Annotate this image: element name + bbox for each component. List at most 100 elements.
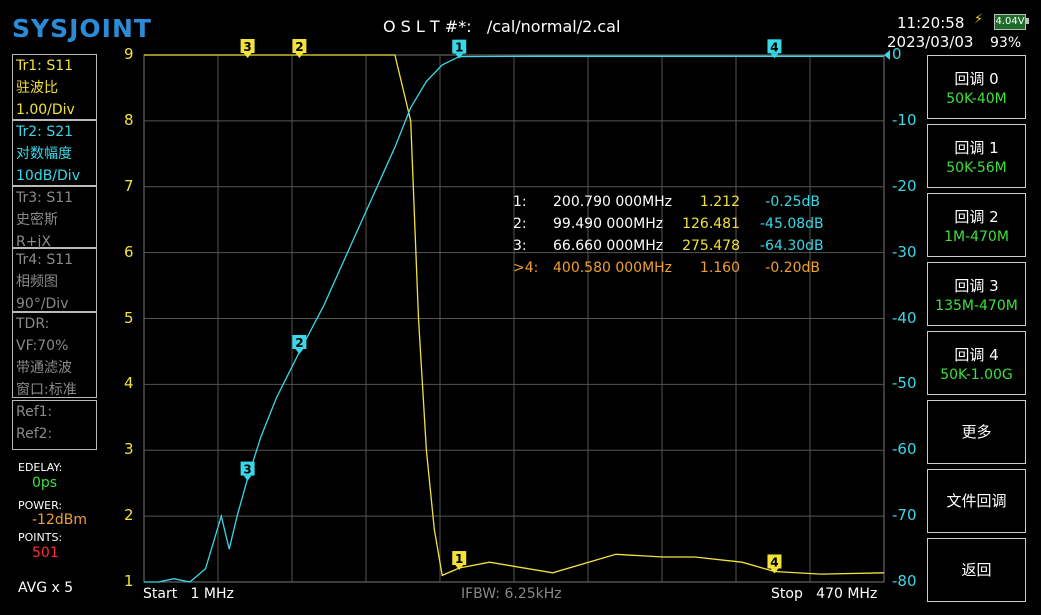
ref-level-arrow (884, 50, 890, 60)
left-tick-label: 6 (124, 242, 134, 261)
ref-box[interactable]: Ref1: Ref2: (12, 400, 97, 450)
marker-2-s21-pointer (295, 348, 304, 354)
right-tick-label: 0 (892, 45, 902, 63)
marker-4-s11-flag (767, 554, 782, 569)
trace-1-scale: 1.00/Div (16, 102, 75, 118)
marker-readout-swr: 1.160 (699, 260, 740, 276)
marker-3-s11[interactable]: 3 (240, 39, 255, 58)
marker-readout-idx: 3: (513, 238, 527, 254)
trace-4-format: 相频图 (16, 274, 58, 290)
marker-1-s11-label: 1 (455, 552, 463, 566)
marker-1-s11-flag (452, 551, 467, 566)
marker-1-s21[interactable]: 1 (452, 39, 467, 59)
recall-4-label: 回调 4 (954, 346, 999, 364)
left-tick-label: 1 (124, 572, 134, 590)
trace-line-2 (144, 55, 884, 583)
trace-3-id: Tr3: S11 (16, 190, 74, 206)
marker-3-s21-flag (240, 461, 255, 476)
tdr-window: 窗口:标准 (16, 382, 77, 398)
marker-readout-freq: 66.660 000MHz (553, 238, 664, 254)
battery-icon: 4.04V (994, 14, 1026, 30)
marker-2-s11-flag (292, 39, 307, 53)
trace-2-id: Tr2: S21 (16, 124, 74, 140)
left-tick-label: 8 (124, 110, 134, 129)
marker-readout-freq: 400.580 000MHz (553, 260, 673, 276)
recall-2-label: 回调 2 (954, 208, 999, 226)
marker-readout-idx: 1: (513, 194, 527, 210)
recall-1-button[interactable]: 回调 1 50K-56M (927, 124, 1026, 188)
tdr-box[interactable]: TDR: VF:70% 带通滤波 窗口:标准 (12, 312, 97, 398)
start-frequency[interactable]: Start 1 MHz (143, 586, 234, 602)
recall-0-button[interactable]: 回调 0 50K-40M (927, 55, 1026, 119)
trace-line-1 (144, 54, 885, 577)
tdr-vf: VF:70% (16, 338, 69, 354)
trace-2-scale: 10dB/Div (16, 168, 80, 184)
marker-readout-freq: 99.490 000MHz (553, 216, 664, 232)
ref1-label: Ref1: (16, 404, 53, 420)
recall-4-range: 50K-1.00G (940, 367, 1013, 383)
marker-3-s11-flag (240, 39, 255, 53)
points-label: POINTS: (18, 531, 63, 544)
marker-2-s21-flag (292, 334, 307, 349)
trace-3-scale: R+jX (16, 234, 51, 250)
left-tick-label: 3 (124, 440, 134, 459)
marker-readout-db: -64.30dB (760, 238, 824, 254)
calibration-status: O S L T #*: /cal/normal/2.cal (383, 17, 621, 36)
marker-2-s21[interactable]: 2 (292, 334, 307, 354)
marker-4-s11-pointer (770, 568, 779, 574)
marker-2-s11-label: 2 (295, 40, 303, 54)
file-recall-label: 文件回调 (946, 492, 1007, 510)
left-tick-label: 7 (124, 176, 134, 195)
edelay-value[interactable]: 0ps (32, 475, 58, 491)
right-tick-label: -30 (892, 242, 917, 261)
tdr-mode: 带通滤波 (16, 360, 72, 376)
marker-1-s21-flag (452, 39, 467, 54)
marker-4-s21[interactable]: 4 (767, 39, 782, 59)
back-button[interactable]: 返回 (927, 538, 1026, 602)
recall-0-range: 50K-40M (946, 91, 1007, 107)
recall-2-range: 1M-470M (944, 229, 1009, 245)
points-value[interactable]: 501 (32, 545, 59, 561)
marker-3-s21-label: 3 (243, 463, 251, 477)
recall-3-button[interactable]: 回调 3 135M-470M (927, 262, 1026, 326)
sysjoint-logo: SYSJOINT (12, 14, 152, 43)
left-tick-label: 5 (124, 308, 134, 327)
left-tick-label: 9 (124, 45, 134, 63)
marker-2-s11[interactable]: 2 (292, 39, 307, 58)
marker-readout-freq: 200.790 000MHz (553, 194, 673, 210)
ifbw[interactable]: IFBW: 6.25kHz (461, 586, 562, 602)
right-tick-label: -50 (892, 374, 917, 393)
marker-4-s21-flag (767, 39, 782, 54)
marker-1-s11[interactable]: 1 (452, 551, 467, 571)
trace-2-box[interactable]: Tr2: S21 对数幅度 10dB/Div (12, 120, 97, 186)
marker-readout-swr: 1.212 (699, 194, 740, 210)
stop-frequency[interactable]: Stop 470 MHz (771, 586, 878, 602)
edelay-label: EDELAY: (18, 461, 63, 474)
recall-1-range: 50K-56M (946, 160, 1007, 176)
right-tick-label: -20 (892, 176, 917, 195)
trace-4-box[interactable]: Tr4: S11 相频图 90°/Div (12, 248, 97, 312)
marker-3-s21[interactable]: 3 (240, 461, 255, 481)
marker-4-s11[interactable]: 4 (767, 554, 782, 574)
marker-2-s21-label: 2 (295, 336, 303, 350)
recall-3-range: 135M-470M (935, 298, 1018, 314)
power-value[interactable]: -12dBm (32, 512, 87, 528)
marker-readout-swr: 126.481 (682, 216, 740, 232)
battery-tip (1026, 18, 1029, 24)
charging-icon: ⚡ (974, 12, 984, 27)
more-label: 更多 (961, 423, 992, 441)
recall-2-button[interactable]: 回调 2 1M-470M (927, 193, 1026, 257)
right-tick-label: -70 (892, 506, 917, 525)
marker-3-s11-label: 3 (243, 40, 251, 54)
power-label: POWER: (18, 499, 63, 512)
averaging-status: AVG x 5 (18, 580, 74, 596)
marker-1-s11-pointer (455, 565, 464, 571)
trace-3-box[interactable]: Tr3: S11 史密斯 R+jX (12, 186, 97, 250)
more-button[interactable]: 更多 (927, 400, 1026, 464)
file-recall-button[interactable]: 文件回调 (927, 469, 1026, 533)
recall-4-button[interactable]: 回调 4 50K-1.00G (927, 331, 1026, 395)
marker-3-s11-pointer (243, 53, 252, 58)
ref2-label: Ref2: (16, 426, 53, 442)
trace-1-box[interactable]: Tr1: S11 驻波比 1.00/Div (12, 54, 97, 120)
